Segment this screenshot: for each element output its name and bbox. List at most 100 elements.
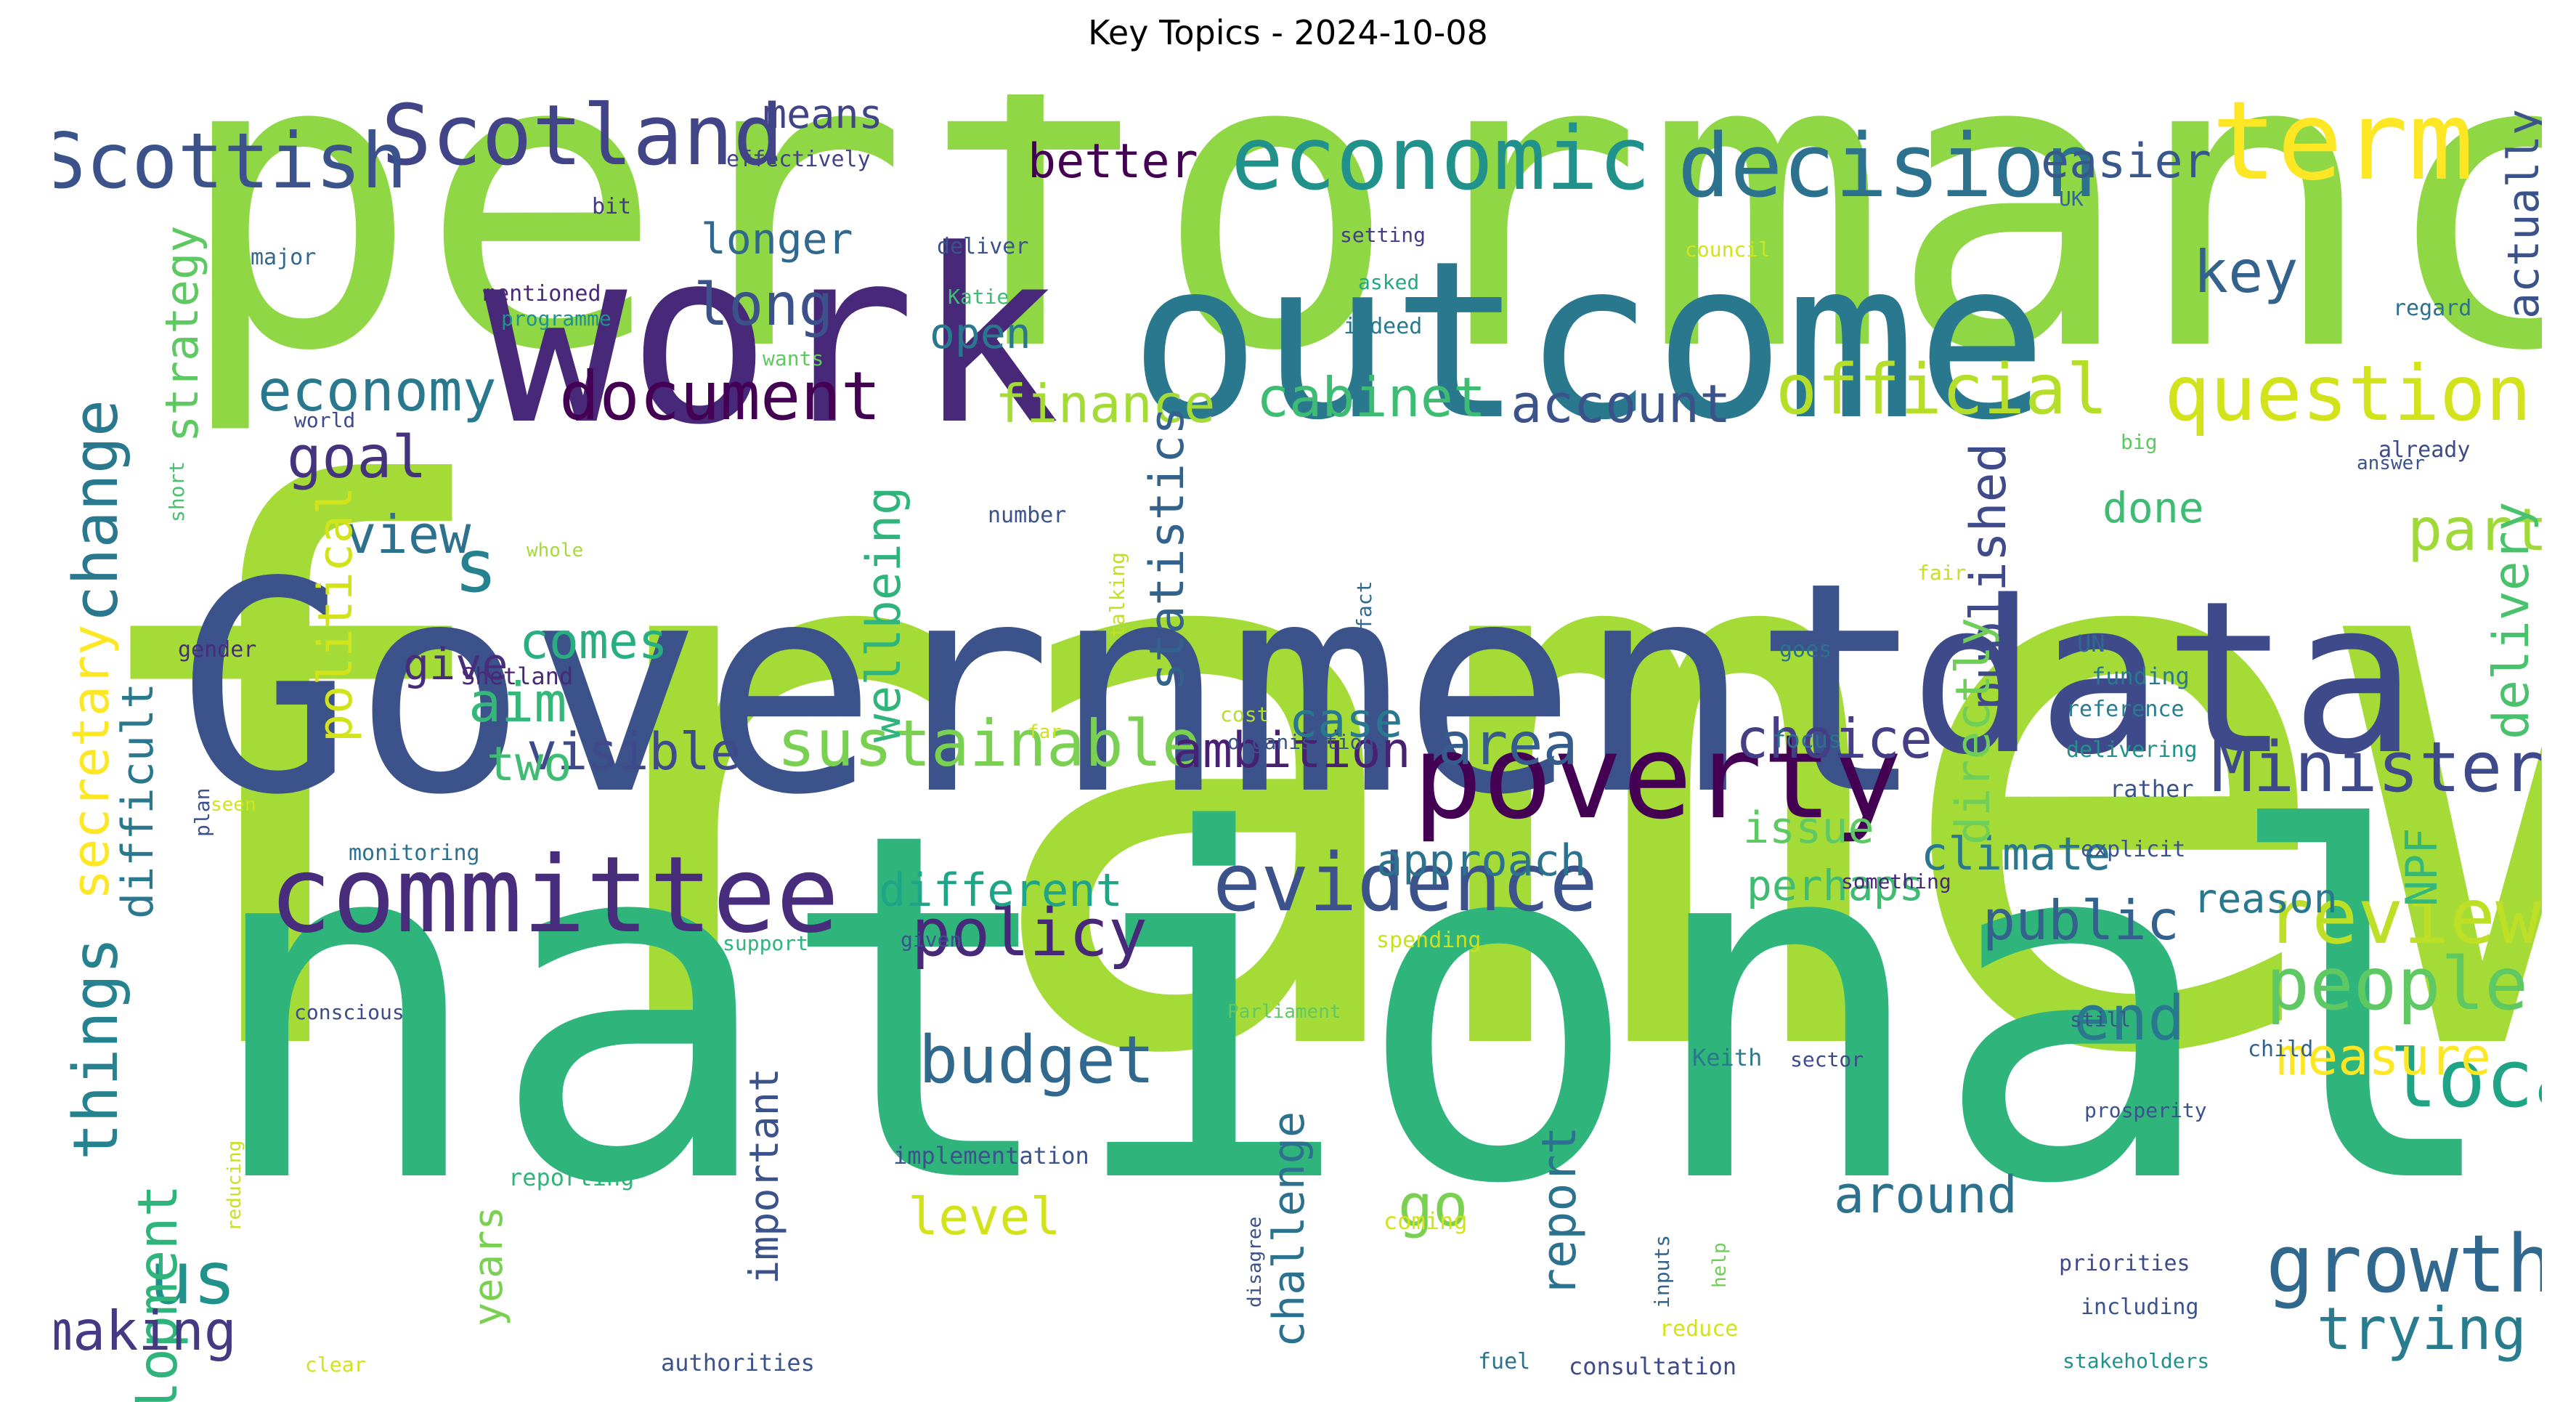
- word-help: help: [1709, 1242, 1731, 1288]
- word-delivery: delivery: [2483, 501, 2540, 740]
- word-fuel: fuel: [1478, 1349, 1531, 1374]
- word-measure: measure: [2277, 1027, 2492, 1087]
- word-important: important: [741, 1067, 787, 1284]
- word-rather: rather: [2110, 775, 2194, 803]
- word-economy: economy: [258, 359, 497, 424]
- word-account: account: [1511, 373, 1731, 434]
- word-committee: committee: [269, 834, 840, 957]
- word-view: view: [345, 504, 471, 565]
- word-statistics: statistics: [1140, 406, 1195, 691]
- word-go: go: [1398, 1172, 1468, 1239]
- word-mentioned: mentioned: [483, 281, 601, 307]
- word-framework: framework: [58, 337, 2542, 1220]
- word-growth: growth: [2266, 1217, 2542, 1310]
- word-actually: actually: [2498, 109, 2542, 319]
- word-cost: cost: [1220, 702, 1269, 726]
- word-open: open: [930, 309, 1031, 358]
- word-still: still: [2070, 1008, 2132, 1032]
- word-gender: gender: [178, 637, 257, 662]
- word-done: done: [2102, 483, 2204, 532]
- word-npf: NPF: [2397, 827, 2447, 907]
- word-explicit: explicit: [2081, 837, 2186, 862]
- word-evidence: evidence: [1213, 836, 1598, 929]
- word-national: national: [200, 730, 2508, 1289]
- word-review: review: [2266, 872, 2542, 961]
- word-give: give: [403, 639, 508, 690]
- word-ambition: ambition: [1173, 722, 1411, 779]
- word-longer: longer: [701, 214, 853, 264]
- word-cabinet: cabinet: [1256, 365, 1487, 429]
- word-coming: coming: [1384, 1207, 1468, 1235]
- word-far: far: [1028, 721, 1062, 743]
- word-effectively: effectively: [726, 147, 871, 172]
- word-reducing: reducing: [224, 1140, 245, 1231]
- word-given: given: [901, 928, 962, 952]
- word-scottish: Scottish: [54, 117, 407, 206]
- word-big: big: [2121, 430, 2158, 454]
- word-document: document: [559, 357, 882, 435]
- word-trying: trying: [2317, 1295, 2527, 1363]
- word-visible: visible: [527, 722, 741, 782]
- word-programme: programme: [501, 307, 612, 331]
- word-different: different: [879, 864, 1123, 917]
- word-end: end: [2073, 983, 2185, 1055]
- word-child: child: [2248, 1037, 2314, 1062]
- word-fair: fair: [1917, 561, 1967, 585]
- word-directly: directly: [1946, 617, 2001, 845]
- word-question: question: [2164, 349, 2532, 438]
- word-regard: regard: [2393, 296, 2472, 321]
- word-bit: bit: [592, 194, 632, 219]
- word-disagree: disagree: [1244, 1216, 1266, 1308]
- word-outcome: outcome: [1129, 214, 2048, 468]
- word-short: short: [165, 461, 189, 522]
- word-reduce: reduce: [1659, 1316, 1739, 1342]
- word-long: long: [694, 271, 834, 339]
- word-budget: budget: [919, 1022, 1155, 1098]
- word-years: years: [465, 1206, 511, 1326]
- word-conscious: conscious: [294, 1000, 405, 1024]
- word-monitoring: monitoring: [349, 840, 480, 866]
- word-priorities: priorities: [2059, 1251, 2190, 1276]
- word-authorities: authorities: [661, 1349, 815, 1377]
- word-already: already: [2378, 437, 2471, 463]
- word-indeed: indeed: [1344, 314, 1423, 339]
- word-key: key: [2193, 238, 2299, 306]
- word-case: case: [1289, 694, 1403, 748]
- word-report: report: [1532, 1126, 1587, 1297]
- word-secretary: secretary: [61, 624, 121, 900]
- word-strategy: strategy: [155, 225, 208, 442]
- word-people: people: [2266, 941, 2529, 1026]
- word-world: world: [294, 408, 356, 432]
- word-us: us: [149, 1236, 237, 1321]
- word-organisations: organisations: [1227, 730, 1387, 754]
- word-data: data: [1910, 556, 2418, 801]
- word-economic: economic: [1231, 109, 1651, 210]
- word-local: local: [2389, 1032, 2542, 1125]
- word-delivering: delivering: [2066, 737, 2198, 763]
- word-clear: clear: [305, 1353, 367, 1377]
- word-comes: comes: [519, 613, 668, 670]
- word-term: term: [2211, 94, 2474, 205]
- word-decision: decision: [1678, 116, 2097, 217]
- word-performance: performance: [174, 94, 2542, 440]
- word-aim: aim: [468, 670, 567, 734]
- word-funding: funding: [2092, 662, 2190, 690]
- chart-title: Key Topics - 2024-10-08: [1088, 13, 1488, 52]
- word-reason: reason: [2193, 875, 2338, 922]
- word-fact: fact: [1352, 580, 1376, 630]
- word-keith: Keith: [1692, 1044, 1763, 1071]
- word-around: around: [1834, 1165, 2018, 1225]
- word-easier: easier: [2041, 134, 2211, 189]
- word-un: UN: [2077, 630, 2105, 657]
- word-making: making: [54, 1299, 237, 1363]
- word-sustainable: sustainable: [777, 706, 1200, 781]
- word-whole: whole: [527, 540, 584, 562]
- word-plan: plan: [190, 787, 214, 837]
- word-approach: approach: [1376, 835, 1586, 886]
- word-wellbeing: wellbeing: [857, 486, 911, 742]
- word-means: means: [763, 94, 883, 137]
- word-focus: focus: [1772, 726, 1842, 753]
- word-perhaps: perhaps: [1747, 861, 1925, 910]
- word-spending: spending: [1376, 928, 1482, 953]
